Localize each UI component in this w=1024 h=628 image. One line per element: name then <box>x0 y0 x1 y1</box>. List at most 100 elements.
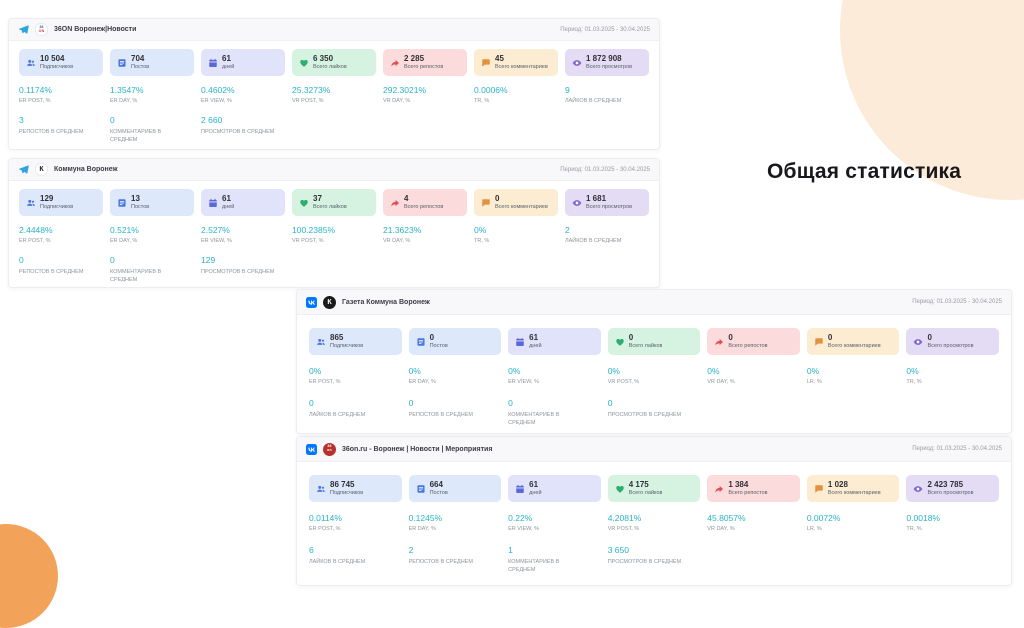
metric-label: ER VIEW, % <box>201 98 232 105</box>
comment-icon <box>814 337 824 347</box>
chip-text: 61 дней <box>222 54 234 71</box>
metric-label: LR, % <box>806 379 822 386</box>
metric-label: КОММЕНТАРИЕВ В СРЕДНЕМ <box>508 411 560 426</box>
chip-text: 865 Подписчиков <box>330 333 363 350</box>
metric-value: 0.0072% <box>806 513 841 523</box>
chip-label: Подписчиков <box>40 64 74 71</box>
chip-label: Всего просмотров <box>586 204 633 211</box>
metric-label: ER POST, % <box>309 379 341 386</box>
metric-label: РЕПОСТОВ В СРЕДНЕМ <box>408 558 473 565</box>
chip-label: Подписчиков <box>330 343 364 350</box>
heart-icon <box>299 58 309 68</box>
metric-value: 1.3547% <box>110 85 144 95</box>
metric-value: 2.4448% <box>19 225 53 235</box>
chip-value: 61 <box>529 480 539 490</box>
metric: 2.527% ER VIEW, % <box>201 225 285 245</box>
posts-icon <box>117 198 127 208</box>
panel-body: 86 745 Подписчиков 664 Постов 61 дней 4 … <box>297 462 1011 574</box>
period-label: Период: 01.03.2025 - 30.04.2025 <box>912 446 1002 452</box>
metric: 1 КОММЕНТАРИЕВ В СРЕДНЕМ <box>508 545 601 574</box>
metrics-grid: 2.4448% ER POST, % 0.521% ER DAY, % 2.52… <box>19 225 649 284</box>
chip-label: Всего лайков <box>628 343 663 350</box>
metric-value: 0 <box>408 398 414 409</box>
comment-icon <box>481 58 491 68</box>
chip-label: Всего комментариев <box>827 343 881 350</box>
metric: 100.2385% VR POST, % <box>292 225 376 245</box>
chip-label: дней <box>529 490 542 497</box>
chip-text: 2 423 785 Всего просмотров <box>927 480 973 497</box>
metric-label: ER DAY, % <box>408 526 436 533</box>
subscribers-icon <box>316 337 326 347</box>
stat-chip: 13 Постов <box>110 189 194 216</box>
metric: 0 ЛАЙКОВ В СРЕДНЕМ <box>309 398 402 427</box>
metric: 9 ЛАЙКОВ В СРЕДНЕМ <box>565 85 649 105</box>
metric: 129 ПРОСМОТРОВ В СРЕДНЕМ <box>201 255 285 284</box>
metric-label: КОММЕНТАРИЕВ В СРЕДНЕМ <box>110 268 162 283</box>
chip-text: 61 дней <box>222 194 234 211</box>
comment-icon <box>814 484 824 494</box>
stat-chip: 61 дней <box>201 189 285 216</box>
panel-header: К Газета Коммуна Воронеж Период: 01.03.2… <box>297 290 1011 315</box>
metric: 2 ЛАЙКОВ В СРЕДНЕМ <box>565 225 649 245</box>
metric-value: 2 <box>565 225 570 235</box>
stat-chip: 1 872 908 Всего просмотров <box>565 49 649 76</box>
stats-panel: 36 ON 36ON Воронеж|Новости Период: 01.03.… <box>8 18 660 150</box>
metric-label: ЛАЙКОВ В СРЕДНЕМ <box>309 411 366 418</box>
metric-label: ER VIEW, % <box>508 526 540 533</box>
chip-value: 4 175 <box>628 480 649 490</box>
metric-value: 0 <box>309 398 314 409</box>
metric: 2.4448% ER POST, % <box>19 225 103 245</box>
heart-icon <box>615 337 625 347</box>
chip-text: 704 Постов <box>131 54 149 71</box>
chip-text: 129 Подписчиков <box>40 194 73 211</box>
metric-label: ER DAY, % <box>408 379 436 386</box>
metric: 0.4602% ER VIEW, % <box>201 85 285 105</box>
metric-label: VR DAY, % <box>383 238 411 245</box>
metric-value: 0% <box>806 366 820 376</box>
metric-label: КОММЕНТАРИЕВ В СРЕДНЕМ <box>508 558 560 573</box>
metric-value: 129 <box>201 255 216 266</box>
channel-avatar: К <box>323 295 336 309</box>
metric: 0 РЕПОСТОВ В СРЕДНЕМ <box>409 398 502 427</box>
metric: 0 ПРОСМОТРОВ В СРЕДНЕМ <box>608 398 701 427</box>
metric-value: 0% <box>309 366 322 376</box>
chip-value: 0 <box>495 194 500 204</box>
chip-text: 0 Всего репостов <box>728 333 767 350</box>
stat-chip: 0 Всего комментариев <box>806 328 900 355</box>
chip-label: Подписчиков <box>330 490 364 497</box>
chip-label: Подписчиков <box>40 204 74 211</box>
stat-chip: 1 681 Всего просмотров <box>565 189 649 216</box>
metric-value: 9 <box>565 85 570 95</box>
chip-value: 61 <box>222 194 231 204</box>
stat-chip: 1 384 Всего репостов <box>707 475 800 502</box>
chip-text: 1 384 Всего репостов <box>728 480 767 497</box>
page-title: Общая статистика <box>767 160 962 183</box>
decor-circle-bottom-left <box>0 524 58 628</box>
metric: 0 РЕПОСТОВ В СРЕДНЕМ <box>19 255 103 284</box>
chip-label: дней <box>222 64 235 71</box>
metric-value: 3 650 <box>607 545 629 556</box>
chip-text: 61 дней <box>529 480 541 497</box>
telegram-icon <box>18 164 29 175</box>
calendar-icon <box>515 484 525 494</box>
chip-text: 37 Всего лайков <box>313 194 347 211</box>
telegram-icon <box>18 24 29 35</box>
chip-value: 0 <box>728 333 733 343</box>
chip-value: 61 <box>222 54 231 64</box>
avatar-text: 36 <box>39 24 44 29</box>
stat-chip: 37 Всего лайков <box>292 189 376 216</box>
metric-value: 0 <box>508 398 513 409</box>
metric: 0% ER DAY, % <box>409 366 502 386</box>
stat-chip: 1 028 Всего комментариев <box>806 475 900 502</box>
chip-label: Всего просмотров <box>927 490 974 497</box>
channel-avatar: 36 ON <box>35 23 48 36</box>
eye-icon <box>572 58 582 68</box>
chip-value: 0 <box>927 333 932 343</box>
metric-label: VR DAY, % <box>707 526 735 533</box>
metric-value: 3 <box>19 115 24 126</box>
chip-label: Всего репостов <box>404 204 444 211</box>
metric: 4.2081% VR POST, % <box>608 513 701 533</box>
chip-label: Всего комментариев <box>495 204 548 211</box>
chip-value: 1 028 <box>827 480 848 490</box>
avatar-text: ON <box>38 28 45 33</box>
